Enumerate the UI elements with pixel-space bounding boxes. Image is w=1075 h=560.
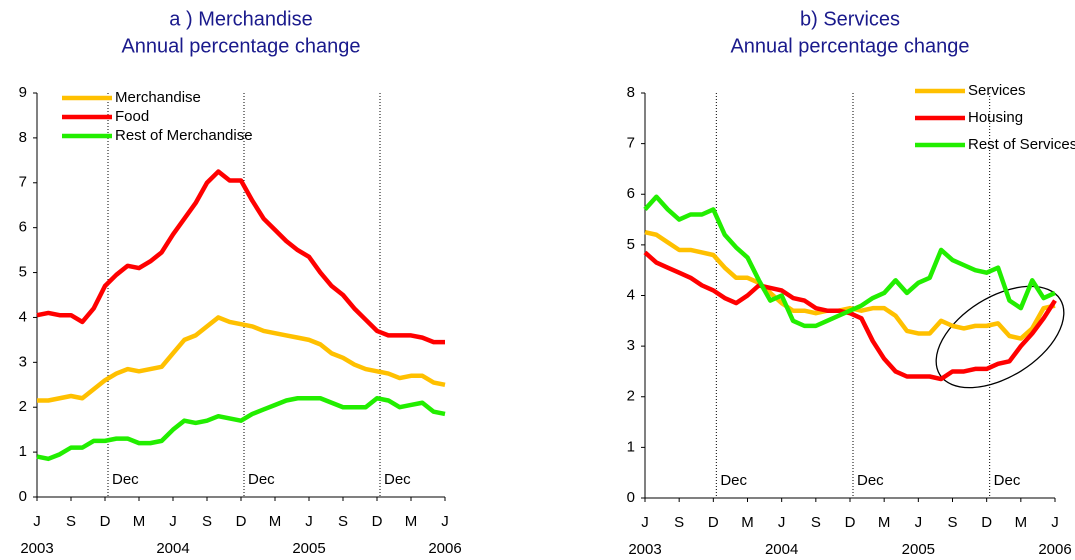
highlight-ellipse bbox=[935, 285, 1065, 389]
x-group-label: 2005 bbox=[902, 541, 935, 558]
x-tick-label: M bbox=[269, 513, 282, 530]
y-tick-label: 7 bbox=[19, 174, 27, 191]
x-tick-label: J bbox=[441, 513, 449, 530]
x-tick-label: D bbox=[100, 513, 111, 530]
y-tick-label: 5 bbox=[19, 264, 27, 281]
y-tick-label: 3 bbox=[19, 353, 27, 370]
data-line bbox=[643, 250, 1057, 382]
x-group-label: 2006 bbox=[1038, 541, 1071, 558]
x-tick-label: J bbox=[33, 513, 41, 530]
x-tick-label: S bbox=[202, 513, 212, 530]
data-line bbox=[37, 315, 446, 403]
annotation: Dec bbox=[720, 472, 747, 489]
chart-subtitle: Annual percentage change bbox=[121, 35, 360, 57]
x-tick-label: D bbox=[845, 514, 856, 531]
x-tick-label: S bbox=[66, 513, 76, 530]
annotation: Dec bbox=[112, 471, 139, 488]
y-tick-label: 2 bbox=[19, 398, 27, 415]
y-tick-label: 9 bbox=[19, 84, 27, 101]
y-tick-label: 8 bbox=[627, 84, 635, 101]
chart-title: b) Services bbox=[800, 8, 900, 30]
x-group-label: 2005 bbox=[292, 540, 325, 557]
data-line bbox=[644, 230, 1056, 341]
chart-subtitle: Annual percentage change bbox=[730, 35, 969, 57]
y-tick-label: 1 bbox=[627, 438, 635, 455]
legend-label: Housing bbox=[968, 109, 1023, 126]
y-tick-label: 6 bbox=[627, 185, 635, 202]
y-tick-label: 7 bbox=[627, 135, 635, 152]
legend-label: Merchandise bbox=[115, 89, 201, 106]
data-line bbox=[36, 169, 445, 345]
x-group-label: 2003 bbox=[628, 541, 661, 558]
annotation: Dec bbox=[994, 472, 1021, 489]
legend-label: Rest of Services bbox=[968, 136, 1075, 153]
x-tick-label: S bbox=[674, 514, 684, 531]
y-tick-label: 0 bbox=[19, 488, 27, 505]
x-tick-label: M bbox=[405, 513, 418, 530]
annotation: Dec bbox=[248, 471, 275, 488]
x-tick-label: J bbox=[641, 514, 649, 531]
x-tick-label: J bbox=[778, 514, 786, 531]
y-tick-label: 0 bbox=[627, 489, 635, 506]
x-group-label: 2006 bbox=[428, 540, 461, 557]
x-tick-label: M bbox=[1015, 514, 1028, 531]
x-group-label: 2004 bbox=[765, 541, 798, 558]
y-tick-label: 2 bbox=[627, 388, 635, 405]
legend-label: Food bbox=[115, 108, 149, 125]
annotation: Dec bbox=[857, 472, 884, 489]
x-tick-label: J bbox=[1051, 514, 1059, 531]
x-tick-label: M bbox=[133, 513, 146, 530]
legend-label: Rest of Merchandise bbox=[115, 127, 253, 144]
annotation: Dec bbox=[384, 471, 411, 488]
x-tick-label: S bbox=[338, 513, 348, 530]
data-line bbox=[643, 194, 1056, 329]
x-group-label: 2004 bbox=[156, 540, 189, 557]
y-tick-label: 4 bbox=[627, 286, 635, 303]
legend-label: Services bbox=[968, 82, 1026, 99]
y-tick-label: 8 bbox=[19, 129, 27, 146]
x-tick-label: D bbox=[708, 514, 719, 531]
x-tick-label: J bbox=[305, 513, 313, 530]
y-tick-label: 3 bbox=[627, 337, 635, 354]
x-tick-label: M bbox=[741, 514, 754, 531]
y-tick-label: 4 bbox=[19, 308, 27, 325]
y-tick-label: 6 bbox=[19, 219, 27, 236]
y-tick-label: 1 bbox=[19, 443, 27, 460]
x-tick-label: D bbox=[236, 513, 247, 530]
x-tick-label: S bbox=[811, 514, 821, 531]
x-group-label: 2003 bbox=[20, 540, 53, 557]
x-tick-label: S bbox=[947, 514, 957, 531]
x-tick-label: J bbox=[169, 513, 177, 530]
x-tick-label: D bbox=[981, 514, 992, 531]
x-tick-label: D bbox=[372, 513, 383, 530]
y-tick-label: 5 bbox=[627, 236, 635, 253]
chart-title: a ) Merchandise bbox=[169, 8, 312, 30]
data-line bbox=[36, 395, 446, 462]
x-tick-label: M bbox=[878, 514, 891, 531]
x-tick-label: J bbox=[915, 514, 923, 531]
